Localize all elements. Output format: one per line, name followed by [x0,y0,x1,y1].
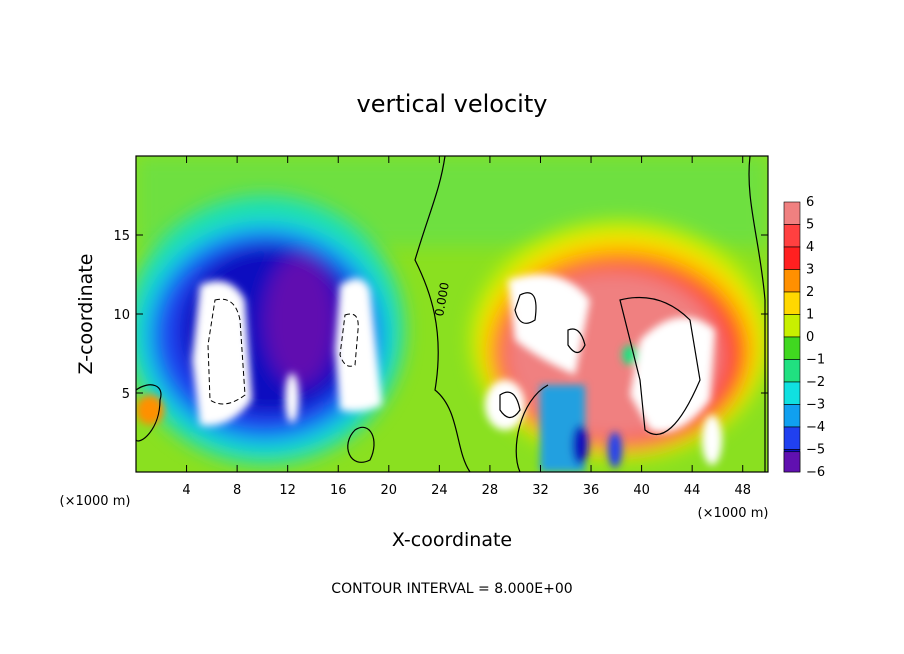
colorbar-label: 2 [806,285,814,300]
negative-contours [207,298,359,405]
y-axis: 5 10 15 [113,229,768,402]
colorbar-swatch [783,359,801,383]
colorbar-swatch [783,269,801,293]
colorbar-label: −1 [806,353,825,368]
chart-title: vertical velocity [357,90,548,118]
x-tick-label: 32 [532,483,549,498]
x-axis-label: X-coordinate [392,529,512,551]
y-tick-label: 5 [122,387,130,402]
colorbar-swatch [783,224,801,248]
colorbar-swatch [783,314,801,338]
contour-interval-note: CONTOUR INTERVAL = 8.000E+00 [331,581,572,597]
colorbar-swatch [783,291,801,315]
colorbar-label: −5 [806,443,825,458]
x-tick-label: 24 [431,483,448,498]
colorbar-label: −3 [806,398,825,413]
x-tick-label: 28 [482,483,499,498]
y-tick-label: 15 [113,229,130,244]
colorbar-label: 3 [806,263,814,278]
colorbar-label: −4 [806,420,825,435]
x-tick-label: 36 [583,483,600,498]
colorbar-swatch [783,451,801,473]
colorbar-swatch [783,404,801,428]
plot-area: 0.000 [136,156,768,472]
x-tick-label: 8 [233,483,241,498]
x-tick-label: 16 [330,483,347,498]
colorbar-swatch [783,201,801,225]
x-tick-label: 44 [684,483,701,498]
colorbar-label: 6 [806,195,814,210]
x-unit-left: (×1000 m) [60,494,131,509]
colorbar-swatch [783,246,801,270]
x-unit-right: (×1000 m) [698,506,769,521]
colorbar-label: −6 [806,465,825,480]
colorbar-label: −2 [806,375,825,390]
colorbar-label: 1 [806,308,814,323]
x-axis: 4 8 12 16 20 24 28 32 36 40 44 48 [182,156,751,498]
colorbar-swatch [783,426,801,450]
zero-contours [136,156,766,472]
colorbar-label: 4 [806,240,814,255]
x-tick-label: 4 [182,483,190,498]
x-tick-label: 40 [633,483,650,498]
x-tick-label: 20 [381,483,398,498]
x-tick-label: 48 [734,483,751,498]
colorbar-swatch [783,336,801,360]
downdraft-cores [136,278,382,426]
y-tick-label: 10 [113,308,130,323]
x-tick-label: 12 [279,483,296,498]
y-axis-label: Z-coordinate [75,254,97,375]
contour-label: 0.000 [432,281,452,317]
colorbar-label: 5 [806,218,814,233]
colorbar-swatch [783,381,801,405]
colorbar: 6 5 4 3 2 1 0 −1 −2 −3 −4 −5 −6 [783,195,825,480]
colorbar-label: 0 [806,330,814,345]
